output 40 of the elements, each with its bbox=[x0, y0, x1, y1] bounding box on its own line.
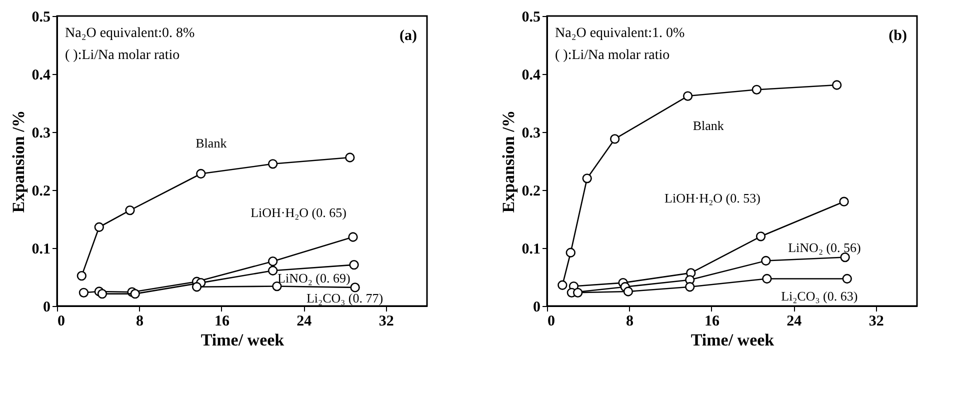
annotation: ( ):Li/Na molar ratio bbox=[65, 48, 180, 63]
y-axis-title: Expansion /% bbox=[8, 110, 28, 213]
y-tick-label: 0 bbox=[43, 300, 50, 316]
series-label: Blank bbox=[692, 118, 724, 134]
text: LiOH·H₂O (0. 53) bbox=[664, 190, 760, 206]
y-tick-label: 0.1 bbox=[32, 242, 50, 258]
x-tick-label: 32 bbox=[868, 314, 884, 330]
x-tick-label: 24 bbox=[786, 314, 802, 330]
y-tick-label: 0.2 bbox=[32, 184, 50, 200]
series-label: LiOH·H₂O (0. 65) bbox=[250, 205, 346, 220]
x-tick-label: 8 bbox=[136, 314, 144, 330]
x-tick-label: 8 bbox=[626, 314, 634, 330]
annotation: (b) bbox=[888, 28, 907, 44]
y-tick-label: 0.3 bbox=[522, 126, 540, 142]
x-tick-label: 16 bbox=[704, 314, 720, 330]
y-tick-label: 0.4 bbox=[32, 68, 51, 84]
y-tick-label: 0.2 bbox=[522, 184, 540, 200]
x-tick-label: 0 bbox=[548, 314, 555, 330]
series-label: Li₂CO₃ (0. 63) bbox=[781, 288, 858, 304]
x-axis-title: Time/ week bbox=[690, 330, 775, 350]
y-tick-label: 0.3 bbox=[32, 126, 50, 142]
annotation: Na₂O equivalent:1. 0% bbox=[555, 26, 686, 41]
y-tick-label: 0.5 bbox=[32, 10, 50, 26]
y-axis-title: Expansion /% bbox=[498, 110, 518, 213]
x-tick-label: 32 bbox=[378, 314, 394, 330]
annotation: ( ):Li/Na molar ratio bbox=[555, 48, 670, 63]
annotation: Na₂O equivalent:0. 8% bbox=[65, 26, 196, 41]
x-axis-title: Time/ week bbox=[200, 330, 285, 350]
x-tick-label: 24 bbox=[296, 314, 312, 330]
annotation: (a) bbox=[400, 28, 417, 44]
series-label: LiNO₂ (0. 69) bbox=[278, 270, 350, 286]
y-tick-label: 0.1 bbox=[522, 242, 540, 258]
series-label: LiNO₂ (0. 56) bbox=[788, 240, 861, 255]
x-tick-label: 0 bbox=[58, 314, 65, 330]
series-label: Li₂CO₃ (0. 77) bbox=[306, 290, 384, 306]
x-tick-label: 16 bbox=[214, 314, 230, 330]
y-tick-label: 0 bbox=[533, 300, 540, 316]
series-label: Blank bbox=[196, 136, 228, 151]
y-tick-label: 0.4 bbox=[522, 68, 541, 84]
y-tick-label: 0.5 bbox=[522, 10, 540, 26]
